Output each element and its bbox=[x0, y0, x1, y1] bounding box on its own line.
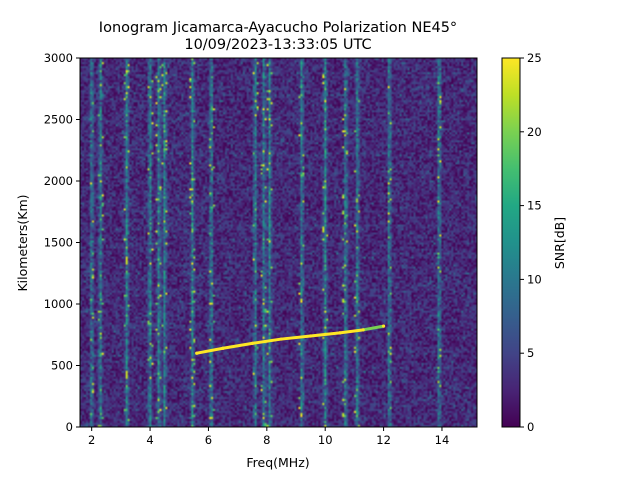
y-tick-label: 1000 bbox=[44, 297, 73, 311]
echo-trace-segment bbox=[250, 337, 283, 345]
echo-trace-point bbox=[195, 351, 199, 355]
echo-trace-point bbox=[221, 346, 225, 350]
x-tick-label: 14 bbox=[435, 433, 450, 447]
colorbar-ticks: 0 5 10 15 20 25 bbox=[520, 51, 542, 434]
echo-trace-point bbox=[279, 337, 284, 341]
x-axis: 2 4 6 8 10 12 14 bbox=[88, 427, 449, 447]
colorbar-label: SNR[dB] bbox=[552, 217, 567, 269]
echo-trace-segment bbox=[195, 346, 225, 355]
plot-area bbox=[79, 57, 478, 428]
x-tick-label: 8 bbox=[263, 433, 270, 447]
chart-title-line2: 10/09/2023-13:33:05 UTC bbox=[184, 37, 371, 53]
y-tick-label: 2000 bbox=[44, 174, 73, 188]
y-tick-label: 1500 bbox=[44, 236, 73, 250]
echo-trace-point bbox=[250, 341, 254, 345]
chart-title-line1: Ionogram Jicamarca-Ayacucho Polarization… bbox=[99, 20, 457, 36]
echo-trace-layer bbox=[195, 324, 386, 355]
x-tick-label: 6 bbox=[205, 433, 212, 447]
colorbar-tick-label: 0 bbox=[527, 420, 534, 434]
echo-trace-segment bbox=[338, 328, 365, 335]
echo-trace-segment bbox=[221, 341, 254, 350]
echo-trace-point bbox=[338, 331, 342, 335]
echo-trace-point bbox=[361, 328, 365, 332]
x-tick-label: 2 bbox=[88, 433, 95, 447]
y-tick-label: 3000 bbox=[44, 51, 73, 65]
y-axis-label: Kilometers(Km) bbox=[15, 194, 30, 291]
x-axis-label: Freq(MHz) bbox=[246, 455, 309, 470]
echo-trace-point bbox=[309, 334, 313, 338]
x-tick-label: 4 bbox=[146, 433, 153, 447]
x-tick-label: 12 bbox=[376, 433, 391, 447]
x-tick-label: 10 bbox=[318, 433, 333, 447]
colorbar-gradient bbox=[501, 57, 521, 428]
colorbar-tick-label: 10 bbox=[527, 272, 542, 286]
colorbar-tick-label: 20 bbox=[527, 125, 542, 139]
echo-trace-segment bbox=[309, 331, 342, 338]
colorbar-tick-label: 5 bbox=[527, 346, 534, 360]
echo-trace-segment bbox=[361, 324, 386, 332]
colorbar-tick-label: 25 bbox=[527, 51, 542, 65]
y-tick-label: 0 bbox=[66, 420, 73, 434]
colorbar-tick-label: 15 bbox=[527, 199, 542, 213]
y-axis: 0 500 1000 1500 2000 2500 3000 bbox=[44, 51, 80, 434]
echo-trace-point bbox=[381, 324, 386, 328]
colorbar: 0 5 10 15 20 25 SNR[dB] bbox=[501, 51, 567, 434]
y-tick-label: 2500 bbox=[44, 113, 73, 127]
heatmap-image bbox=[80, 58, 477, 427]
echo-trace-segment bbox=[279, 334, 313, 341]
y-tick-label: 500 bbox=[51, 359, 73, 373]
